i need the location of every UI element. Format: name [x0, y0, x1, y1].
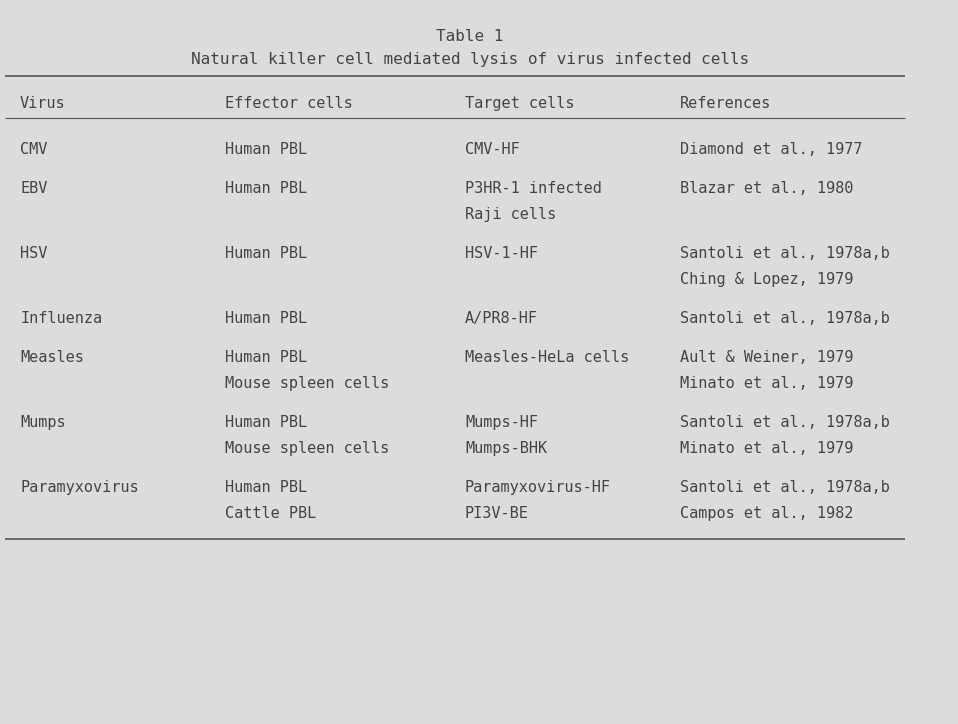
Text: Ching & Lopez, 1979: Ching & Lopez, 1979	[680, 272, 854, 287]
Text: Santoli et al., 1978a,b: Santoli et al., 1978a,b	[680, 246, 890, 261]
Text: References: References	[680, 96, 771, 111]
Text: Effector cells: Effector cells	[225, 96, 353, 111]
Text: P3HR-1 infected: P3HR-1 infected	[465, 181, 602, 196]
Text: Santoli et al., 1978a,b: Santoli et al., 1978a,b	[680, 415, 890, 430]
Text: EBV: EBV	[20, 181, 47, 196]
Text: Paramyxovirus-HF: Paramyxovirus-HF	[465, 480, 611, 495]
Text: Cattle PBL: Cattle PBL	[225, 506, 316, 521]
Text: CMV-HF: CMV-HF	[465, 142, 520, 157]
Text: Minato et al., 1979: Minato et al., 1979	[680, 376, 854, 391]
Text: Human PBL: Human PBL	[225, 142, 308, 157]
Text: Influenza: Influenza	[20, 311, 103, 326]
Text: Santoli et al., 1978a,b: Santoli et al., 1978a,b	[680, 480, 890, 495]
Text: Mumps-BHK: Mumps-BHK	[465, 441, 547, 456]
Text: Ault & Weiner, 1979: Ault & Weiner, 1979	[680, 350, 854, 365]
Text: Measles: Measles	[20, 350, 84, 365]
Text: Human PBL: Human PBL	[225, 311, 308, 326]
Text: Santoli et al., 1978a,b: Santoli et al., 1978a,b	[680, 311, 890, 326]
Text: Human PBL: Human PBL	[225, 480, 308, 495]
Text: Table 1: Table 1	[436, 29, 504, 44]
Text: Target cells: Target cells	[465, 96, 575, 111]
Text: A/PR8-HF: A/PR8-HF	[465, 311, 538, 326]
Text: Human PBL: Human PBL	[225, 415, 308, 430]
Text: HSV-1-HF: HSV-1-HF	[465, 246, 538, 261]
Text: Mouse spleen cells: Mouse spleen cells	[225, 376, 389, 391]
Text: Mumps-HF: Mumps-HF	[465, 415, 538, 430]
Text: HSV: HSV	[20, 246, 47, 261]
Text: Campos et al., 1982: Campos et al., 1982	[680, 506, 854, 521]
Text: Human PBL: Human PBL	[225, 246, 308, 261]
Text: Mumps: Mumps	[20, 415, 66, 430]
Text: Blazar et al., 1980: Blazar et al., 1980	[680, 181, 854, 196]
Text: Diamond et al., 1977: Diamond et al., 1977	[680, 142, 862, 157]
Text: Natural killer cell mediated lysis of virus infected cells: Natural killer cell mediated lysis of vi…	[191, 52, 749, 67]
Text: PI3V-BE: PI3V-BE	[465, 506, 529, 521]
Text: Mouse spleen cells: Mouse spleen cells	[225, 441, 389, 456]
Text: Measles-HeLa cells: Measles-HeLa cells	[465, 350, 629, 365]
Text: Human PBL: Human PBL	[225, 181, 308, 196]
Text: Virus: Virus	[20, 96, 66, 111]
Text: Paramyxovirus: Paramyxovirus	[20, 480, 139, 495]
Text: CMV: CMV	[20, 142, 47, 157]
Text: Human PBL: Human PBL	[225, 350, 308, 365]
Text: Raji cells: Raji cells	[465, 207, 557, 222]
Text: Minato et al., 1979: Minato et al., 1979	[680, 441, 854, 456]
